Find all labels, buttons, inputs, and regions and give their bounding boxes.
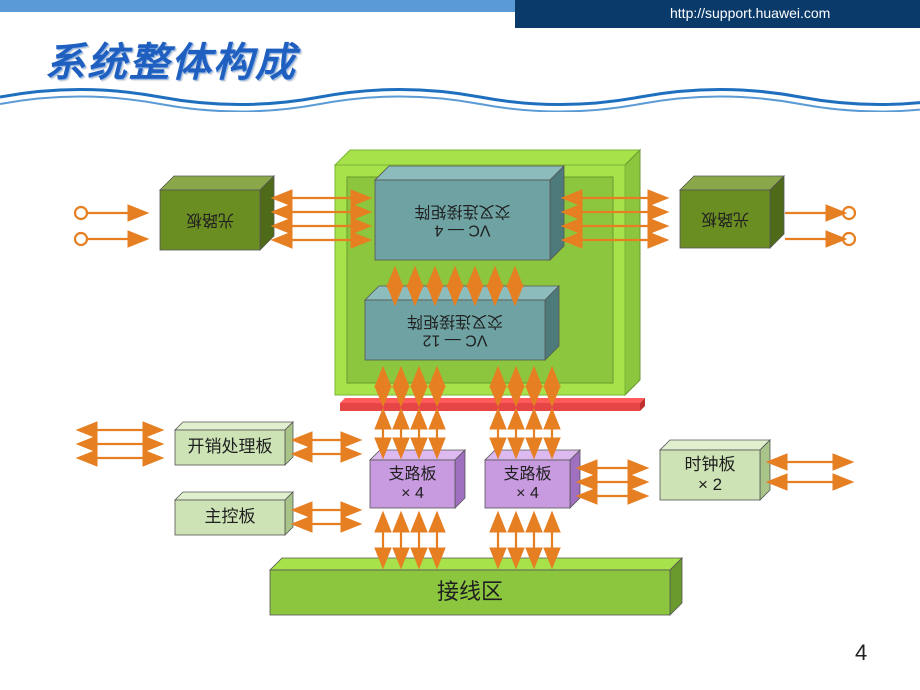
host-label: 主控板 (175, 507, 285, 527)
xc12-label: VC — 12交叉连接矩阵 (365, 311, 545, 349)
overhead-label: 开销处理板 (175, 437, 285, 457)
left_optical-label: 光路板 (160, 210, 260, 229)
wiring-label: 接线区 (270, 579, 670, 605)
trib2-label: 支路板× 4 (485, 465, 570, 503)
xc4-label: VC — 4交叉连接矩阵 (375, 201, 550, 239)
page-number: 4 (855, 640, 867, 666)
trib1-label: 支路板× 4 (370, 465, 455, 503)
clock-label: 时钟板× 2 (660, 455, 760, 496)
right_optical-label: 光路板 (680, 209, 770, 228)
